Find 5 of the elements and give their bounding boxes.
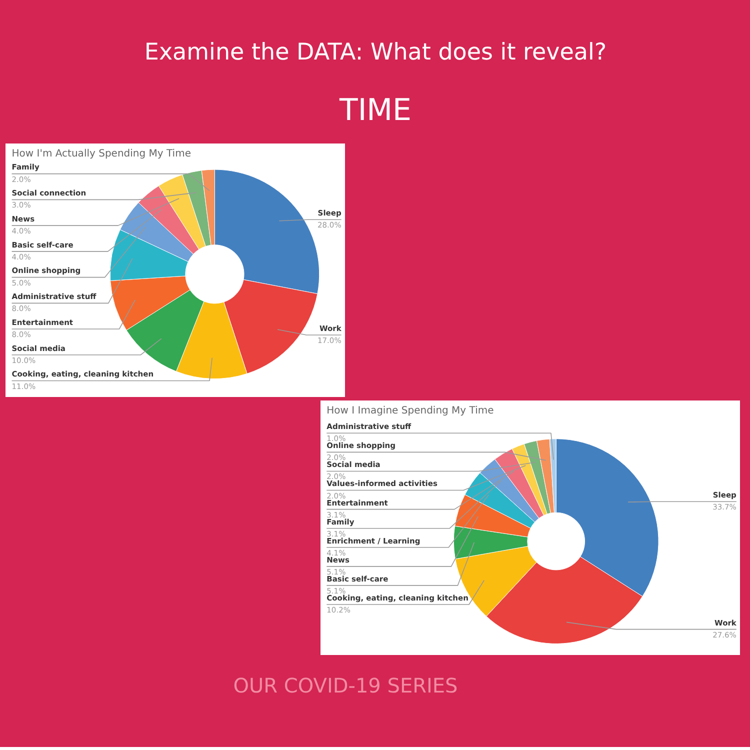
- chart-title: How I Imagine Spending My Time: [326, 406, 494, 417]
- chart-title: How I'm Actually Spending My Time: [12, 148, 191, 160]
- text: TIME: [338, 93, 412, 128]
- text: Examine the DATA: What does it reveal?: [144, 40, 607, 66]
- text: OUR COVID-19 SERIES: [233, 674, 458, 698]
